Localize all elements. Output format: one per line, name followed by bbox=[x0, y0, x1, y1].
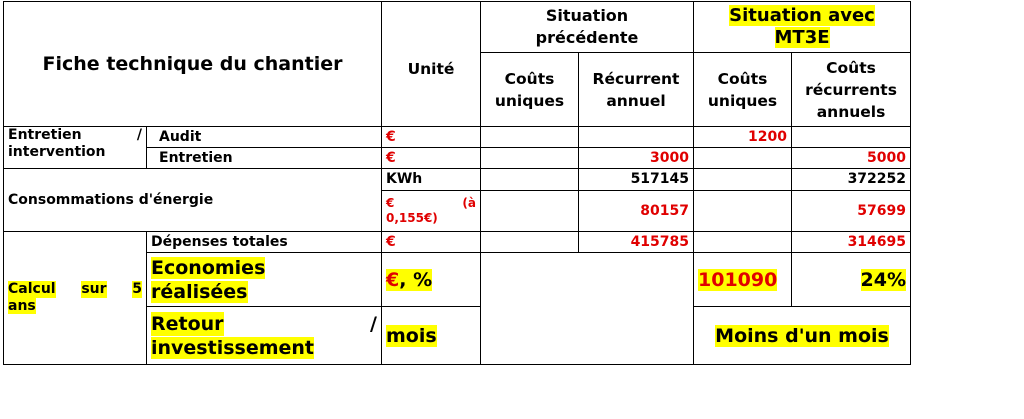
mt3e-situation-header: Situation avec MT3E bbox=[693, 1, 912, 53]
sheet-title: Fiche technique du chantier bbox=[42, 53, 343, 75]
savings-unit: €, % bbox=[381, 252, 481, 307]
entretien-group-label: Entretien / intervention bbox=[3, 126, 147, 169]
unit-header: Unité bbox=[407, 60, 455, 78]
payback-label: Retour / investissement bbox=[146, 306, 382, 365]
previous-situation-header: Situation précédente bbox=[479, 1, 695, 53]
energy-euro-prev-recurrent: 80157 bbox=[577, 190, 695, 232]
kwh-mt3e-recurrent: 372252 bbox=[791, 168, 912, 191]
unit-header-cell: Unité bbox=[381, 1, 481, 127]
entretien-label: Entretien bbox=[146, 147, 382, 169]
payback-unit: mois bbox=[381, 306, 481, 365]
entretien-unit: € bbox=[381, 147, 481, 169]
calcul-group-label: Calcul sur 5 ans bbox=[3, 231, 147, 365]
table-row: Calcul sur 5 ans Dépenses totales € 415785… bbox=[3, 231, 912, 365]
energy-euro-mt3e-recurrent: 57699 bbox=[791, 190, 912, 232]
prev-recurrent-header: Récurrent annuel bbox=[577, 52, 695, 127]
total-expenses-mt3e: 314695 bbox=[791, 231, 912, 253]
payback-mt3e-value: Moins d'un mois bbox=[693, 306, 912, 365]
energy-label: Consommations d'énergie bbox=[3, 168, 382, 232]
total-expenses-unit: € bbox=[381, 231, 481, 253]
entretien-prev-recurrent: 3000 bbox=[577, 147, 695, 169]
total-expenses-prev: 415785 bbox=[577, 231, 695, 253]
kwh-unit: KWh bbox=[381, 168, 481, 191]
table-row: Consommations d'énergie KWh 517145 37225… bbox=[3, 168, 912, 232]
entretien-mt3e-recurrent: 5000 bbox=[791, 147, 912, 169]
audit-label: Audit bbox=[146, 126, 382, 148]
mt3e-recurrent-costs-header: Coûts récurrents annuels bbox=[791, 52, 912, 127]
energy-euro-unit: € (à 0,155€) bbox=[381, 190, 481, 232]
total-expenses-label: Dépenses totales bbox=[146, 231, 382, 253]
kwh-prev-recurrent: 517145 bbox=[577, 168, 695, 191]
table-row: Entretien € 3000 5000 bbox=[4, 147, 912, 169]
audit-mt3e-unique: 1200 bbox=[693, 126, 793, 148]
mt3e-unique-costs-header: Coûts uniques bbox=[693, 52, 793, 127]
savings-mt3e-percent: 24% bbox=[791, 252, 912, 307]
savings-mt3e-unique: 101090 bbox=[693, 252, 793, 307]
table-row: Economies réalisées €, % 101090 24% bbox=[4, 252, 912, 365]
prev-unique-costs-header: Coûts uniques bbox=[480, 52, 579, 127]
savings-prev-empty bbox=[479, 252, 695, 365]
sheet-title-cell: Fiche technique du chantier bbox=[3, 1, 382, 127]
table-row: Retour / investissement mois Moins d'un m… bbox=[4, 306, 912, 365]
technical-sheet-table: Fiche technique du chantier Unité Situat… bbox=[3, 1, 912, 365]
savings-label: Economies réalisées bbox=[146, 252, 382, 307]
table-row: Entretien / intervention Audit € 1200 bbox=[3, 126, 912, 169]
audit-unit: € bbox=[381, 126, 481, 148]
